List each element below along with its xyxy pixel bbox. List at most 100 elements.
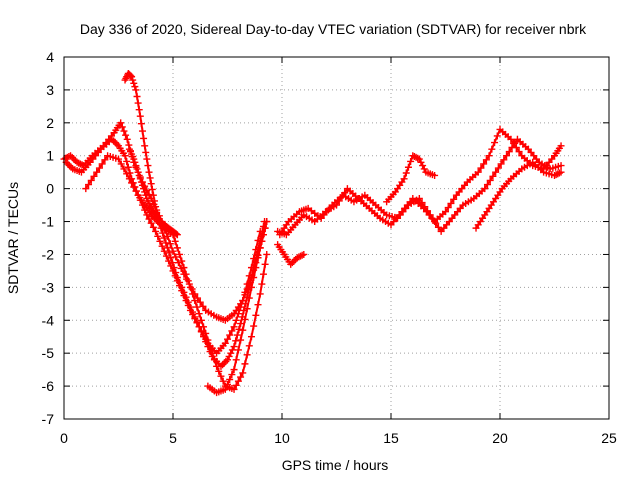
data-point bbox=[263, 218, 271, 226]
data-point bbox=[489, 172, 497, 180]
data-point bbox=[444, 204, 452, 212]
data-point bbox=[228, 346, 236, 354]
data-point bbox=[131, 83, 139, 91]
data-point bbox=[259, 231, 267, 239]
data-point bbox=[213, 362, 221, 370]
data-point bbox=[117, 160, 125, 168]
data-point bbox=[400, 175, 408, 183]
data-point bbox=[483, 181, 491, 189]
data-point bbox=[142, 148, 150, 156]
data-point bbox=[130, 183, 138, 191]
data-point bbox=[130, 155, 138, 163]
data-point bbox=[230, 343, 238, 351]
data-point bbox=[140, 134, 148, 142]
data-point bbox=[134, 99, 142, 107]
data-point bbox=[123, 170, 131, 178]
data-point bbox=[232, 356, 240, 364]
data-point bbox=[480, 160, 488, 168]
data-point bbox=[137, 178, 145, 186]
data-point bbox=[228, 327, 236, 335]
data-point bbox=[432, 219, 440, 227]
data-point bbox=[195, 310, 203, 318]
y-tick-label: -2 bbox=[42, 246, 55, 262]
data-point bbox=[90, 172, 98, 180]
data-point bbox=[144, 162, 152, 170]
y-tick-label: 3 bbox=[46, 82, 54, 98]
data-point bbox=[145, 168, 153, 176]
data-point bbox=[245, 342, 253, 350]
data-point bbox=[234, 377, 242, 385]
data-point bbox=[254, 254, 262, 262]
data-point bbox=[200, 323, 208, 331]
data-point bbox=[237, 303, 245, 311]
data-point bbox=[261, 260, 269, 268]
data-point bbox=[488, 145, 496, 153]
data-point bbox=[145, 190, 153, 198]
y-tick-label: -6 bbox=[42, 378, 55, 394]
data-point bbox=[206, 343, 214, 351]
data-point bbox=[160, 234, 168, 242]
data-point bbox=[150, 197, 158, 205]
data-point bbox=[208, 349, 216, 357]
data-point bbox=[136, 112, 144, 120]
data-point bbox=[141, 142, 149, 150]
data-point bbox=[252, 264, 260, 272]
x-tick-label: 10 bbox=[274, 430, 290, 446]
data-point bbox=[147, 219, 155, 227]
data-point bbox=[125, 175, 133, 183]
data-point bbox=[557, 142, 565, 150]
data-point bbox=[123, 135, 131, 143]
data-point bbox=[172, 230, 180, 238]
data-point bbox=[120, 165, 128, 173]
data-point bbox=[226, 376, 234, 384]
data-point bbox=[210, 356, 218, 364]
data-point bbox=[172, 253, 180, 261]
data-point bbox=[259, 270, 267, 278]
x-tick-label: 25 bbox=[601, 430, 617, 446]
data-point bbox=[76, 160, 84, 168]
data-point bbox=[170, 264, 178, 272]
data-point bbox=[158, 242, 166, 250]
series-arc-2 bbox=[62, 135, 264, 357]
data-point bbox=[137, 120, 145, 128]
data-point bbox=[140, 185, 148, 193]
data-point bbox=[239, 326, 247, 334]
data-point bbox=[176, 250, 184, 258]
data-point bbox=[127, 72, 135, 80]
data-point bbox=[160, 247, 168, 255]
data-point bbox=[442, 208, 449, 216]
data-point bbox=[191, 313, 199, 321]
data-point bbox=[557, 168, 565, 176]
data-point bbox=[554, 170, 562, 178]
data-point bbox=[152, 203, 160, 211]
data-point bbox=[145, 215, 153, 223]
data-point bbox=[232, 337, 240, 345]
data-point bbox=[227, 349, 235, 357]
series-arc-8 bbox=[276, 135, 565, 239]
data-point bbox=[486, 176, 494, 184]
data-point bbox=[491, 139, 499, 147]
data-point bbox=[254, 301, 262, 309]
data-point bbox=[156, 237, 164, 245]
data-point bbox=[221, 339, 229, 347]
data-point bbox=[193, 318, 201, 326]
data-point bbox=[237, 320, 245, 328]
data-point bbox=[233, 331, 241, 339]
data-point bbox=[226, 331, 234, 339]
data-point bbox=[245, 294, 253, 302]
data-point bbox=[191, 297, 199, 305]
y-tick-label: 1 bbox=[46, 148, 54, 164]
data-point bbox=[82, 185, 90, 193]
data-point bbox=[132, 86, 140, 94]
data-point bbox=[241, 315, 249, 323]
data-point bbox=[193, 303, 201, 311]
data-point bbox=[95, 164, 103, 172]
y-tick-label: -7 bbox=[42, 411, 55, 427]
data-point bbox=[243, 305, 251, 313]
data-point bbox=[234, 346, 242, 354]
data-point bbox=[186, 303, 194, 311]
data-point bbox=[202, 329, 210, 337]
data-point bbox=[178, 283, 186, 291]
